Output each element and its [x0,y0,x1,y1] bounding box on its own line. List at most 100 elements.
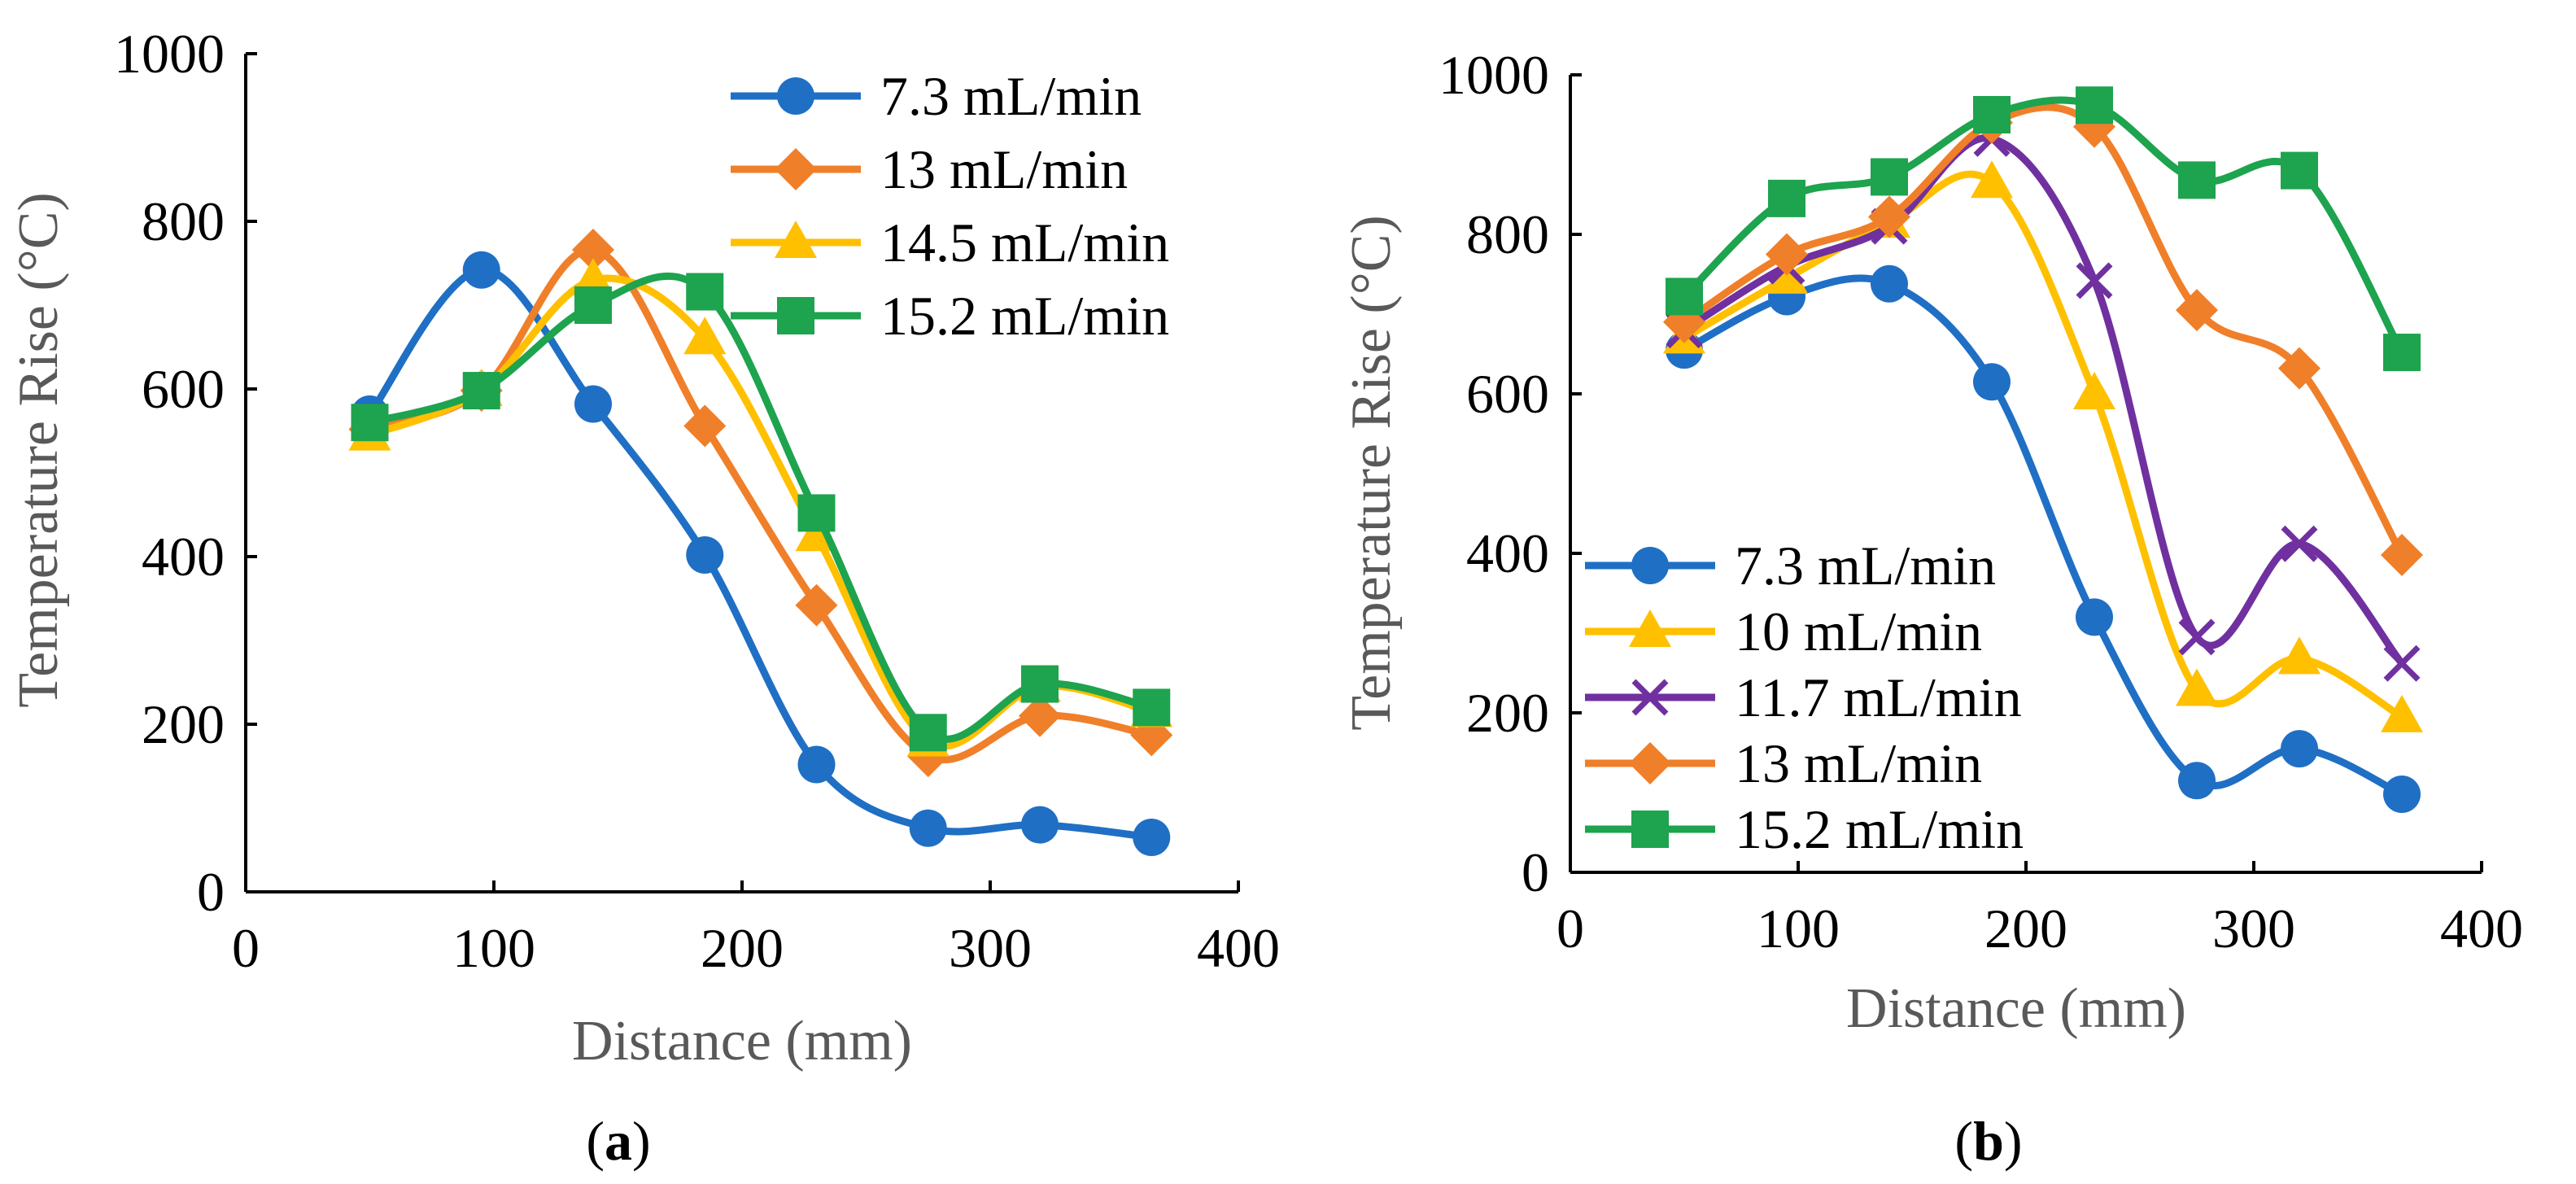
y-tick-label: 1000 [114,23,225,85]
series-line [369,246,1153,764]
legend-entry: 15.2 mL/min [1585,798,2024,860]
legend-marker [775,148,817,190]
x-tick-label: 0 [1557,898,1584,959]
data-point [1133,819,1171,857]
x-tick-label: 200 [1984,898,2067,959]
y-tick-label: 800 [142,190,225,252]
data-point [795,583,838,627]
legend-marker [1631,547,1669,584]
series-7-3-ml-min [351,251,1171,857]
data-point [686,535,724,574]
x-tick-label: 400 [2440,898,2523,959]
x-tick-label: 300 [949,917,1032,979]
data-point [1971,160,2013,199]
data-point [797,494,836,532]
x-tick-label: 0 [232,917,260,979]
data-point [1019,694,1061,737]
data-point [2178,161,2216,199]
y-tick-label: 400 [1466,522,1549,584]
legend-label: 10 mL/min [1735,601,1982,662]
legend-marker [1629,609,1671,647]
data-point [2281,730,2318,768]
chart-panel-b: Temperature Rise (°C) Distance (mm) (b) … [1340,44,2523,1172]
data-point [909,809,947,847]
data-point [574,385,612,423]
data-point [572,229,614,272]
data-point [2278,636,2321,675]
data-point [2383,334,2421,372]
legend-entry: 7.3 mL/min [1585,535,1996,596]
data-point [2383,775,2421,813]
legend-label: 15.2 mL/min [1735,798,2024,860]
data-point [2176,668,2218,706]
legend-label: 13 mL/min [1735,732,1982,794]
legend-label: 14.5 mL/min [880,212,1169,273]
series-line [369,272,1153,743]
data-point [1021,665,1059,703]
series-line [1682,274,2404,798]
series-line [1682,170,2404,720]
y-tick-label: 1000 [1439,44,1549,106]
data-point [351,404,389,442]
legend-entry: 13 mL/min [1585,732,1982,794]
data-point [1768,179,1805,217]
legend-label: 7.3 mL/min [880,65,1142,127]
y-axis-title: Temperature Rise (°C) [1340,215,1403,730]
data-point [683,404,727,448]
data-point [2281,151,2318,190]
data-point [909,714,947,752]
series-15-2-ml-min [351,272,1171,752]
data-point [2076,598,2113,636]
chart-panel-a: Temperature Rise (°C) Distance (mm) (a) … [7,23,1280,1172]
legend-marker [777,297,814,334]
data-point [574,286,612,324]
x-axis-title: Distance (mm) [1846,977,2186,1040]
x-tick-label: 100 [452,917,535,979]
data-point [1766,233,1808,276]
series-line [366,266,1152,841]
data-point [683,317,727,355]
data-point [2073,372,2115,409]
data-point [1871,158,1908,196]
legend-marker [1629,742,1671,784]
legend-label: 11.7 mL/min [1735,666,2022,728]
x-tick-label: 300 [2212,898,2295,959]
data-point [2076,262,2113,299]
panel-caption-a: (a) [586,1110,650,1172]
y-tick-label: 200 [142,693,225,755]
data-point [2381,533,2423,576]
data-point [2278,347,2321,390]
legend-entry: 13 mL/min [731,138,1128,200]
panel-caption-b: (b) [1954,1110,2022,1172]
legend-marker [775,221,817,258]
data-point [1133,688,1171,727]
data-point [2383,644,2421,682]
legend-marker [1631,810,1669,848]
data-point [2176,289,2218,332]
x-tick-label: 200 [701,917,784,979]
data-point [1868,195,1910,238]
data-point [462,372,500,410]
data-point [1871,264,1908,303]
data-point [1973,96,2011,133]
y-tick-label: 400 [142,526,225,588]
data-point [2281,525,2318,562]
x-axis-title: Distance (mm) [572,1010,912,1073]
y-tick-label: 800 [1466,203,1549,265]
y-tick-label: 200 [1466,682,1549,744]
data-point [2381,694,2423,732]
data-point [797,745,836,784]
x-tick-label: 100 [1757,898,1840,959]
data-point [462,251,500,289]
y-tick-label: 600 [142,358,225,420]
data-point [2178,762,2216,800]
data-point [1973,363,2011,401]
y-tick-label: 0 [1522,841,1549,903]
legend-entry: 15.2 mL/min [731,285,1169,347]
y-tick-label: 600 [1466,363,1549,425]
legend-entry: 11.7 mL/min [1585,666,2022,728]
legend-entry: 14.5 mL/min [731,212,1169,273]
legend-marker [777,77,814,115]
